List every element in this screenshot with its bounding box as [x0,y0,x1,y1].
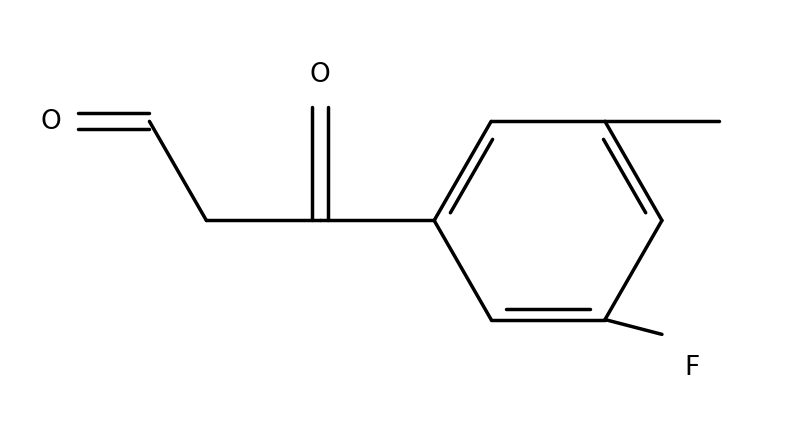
Text: F: F [685,354,700,380]
Text: O: O [310,62,330,88]
Text: O: O [41,109,62,135]
